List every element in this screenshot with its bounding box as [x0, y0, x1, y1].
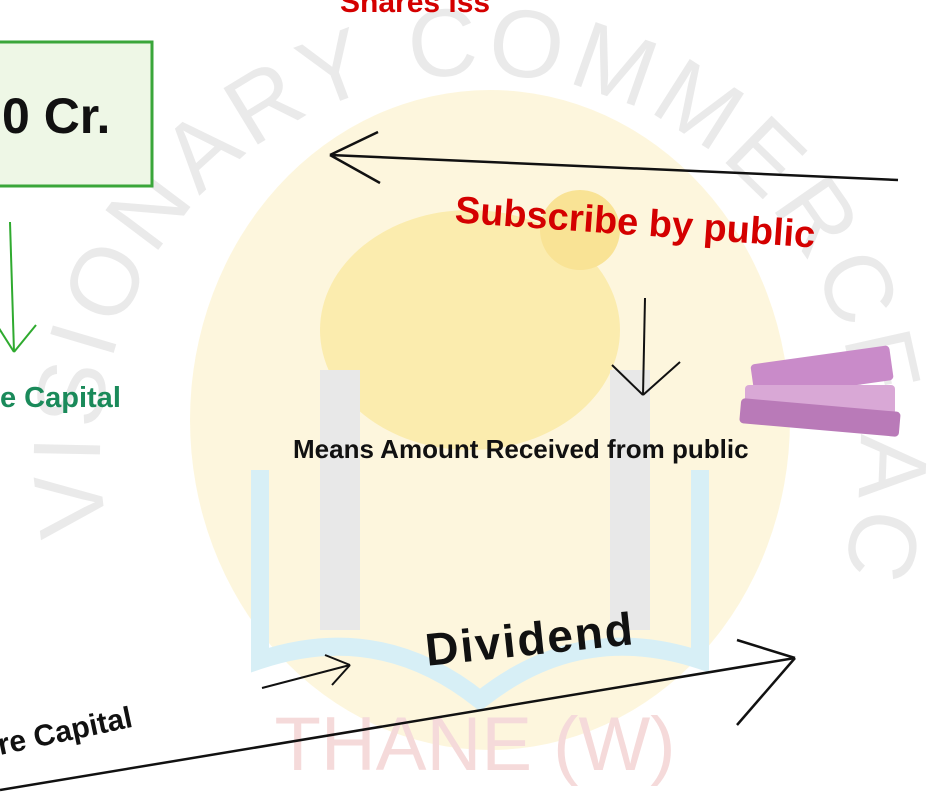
means-text: Means Amount Received from public — [293, 434, 749, 464]
watermark-location: THANE (W) — [274, 702, 675, 787]
slide: VISIONARY COMMERCE ACADEMY THANE (W) Sha… — [0, 0, 951, 801]
watermark-pillar — [610, 370, 650, 630]
top-text: Shares iss — [340, 0, 490, 19]
watermark-pillar — [320, 370, 360, 630]
left-label: e Capital — [0, 382, 121, 414]
page: {"top_text": "Shares iss", "box_text": "… — [0, 0, 951, 801]
box-text: 0 Cr. — [2, 88, 110, 144]
green-arrow — [0, 222, 36, 352]
bottom-left-text: re Capital — [0, 701, 135, 762]
